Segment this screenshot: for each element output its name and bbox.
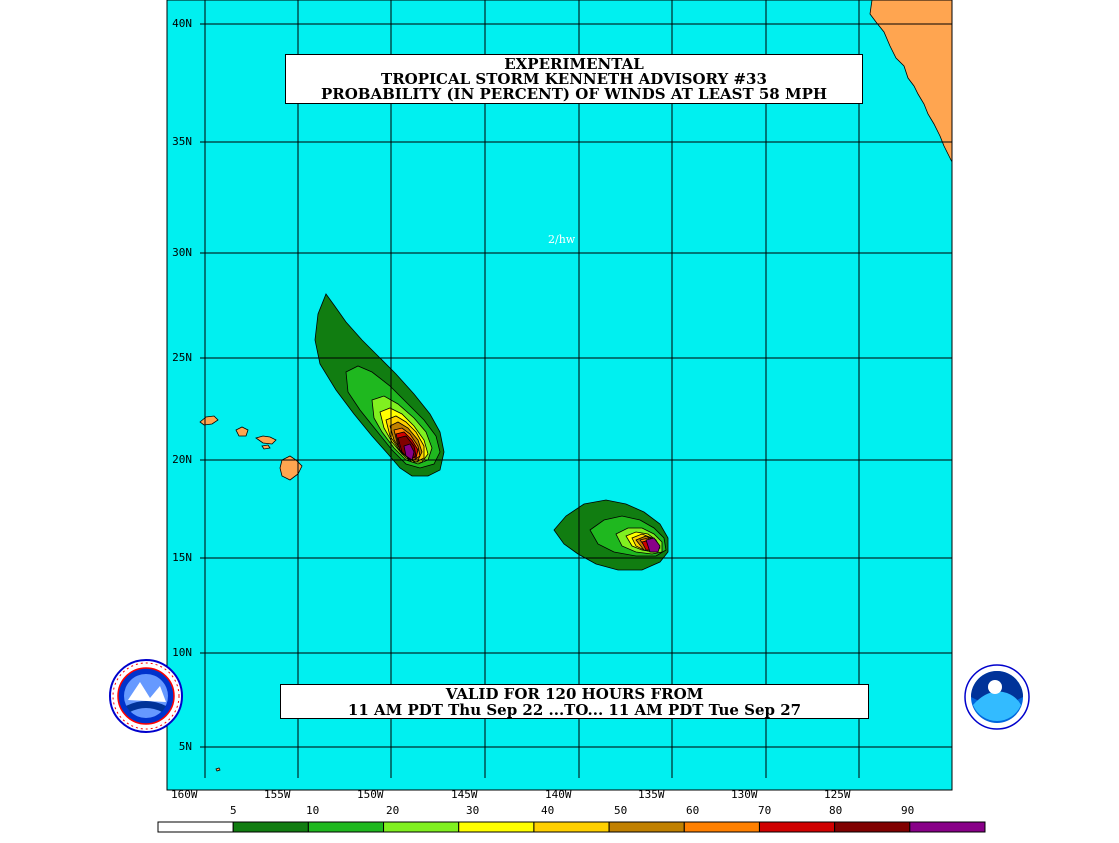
lat-label-10n: 10N: [172, 646, 192, 659]
map-frame: [166, 0, 953, 791]
lat-label-35n: 35N: [172, 135, 192, 148]
colorbar-label-5: 5: [230, 804, 237, 817]
colorbar-swatch-6: [533, 821, 610, 833]
probability-colorbar: [157, 821, 986, 833]
colorbar-label-60: 60: [686, 804, 700, 817]
colorbar-swatch-2: [232, 821, 309, 833]
ocean-area: [167, 0, 952, 790]
lat-label-25n: 25N: [172, 351, 192, 364]
valid-line-2: 11 AM PDT Thu Sep 22 ...TO... 11 AM PDT …: [347, 701, 802, 719]
colorbar-label-10: 10: [306, 804, 320, 817]
noaa-logo: [964, 664, 1030, 730]
colorbar-label-80: 80: [829, 804, 843, 817]
lat-label-5n: 5N: [178, 740, 192, 753]
lon-label-160w: 160W: [171, 788, 198, 801]
colorbar-label-20: 20: [386, 804, 400, 817]
colorbar-swatch-11: [909, 821, 986, 833]
colorbar-label-40: 40: [541, 804, 555, 817]
valid-line-1: VALID FOR 120 HOURS FROM: [445, 685, 704, 703]
california-land: [869, 0, 953, 163]
colorbar-label-50: 50: [614, 804, 628, 817]
nws-seal-logo: [109, 659, 183, 733]
valid-period-box: VALID FOR 120 HOURS FROM 11 AM PDT Thu S…: [280, 684, 869, 719]
colorbar-swatch-7: [608, 821, 685, 833]
contour-system-1: [314, 293, 445, 477]
title-line-1: EXPERIMENTAL: [504, 55, 644, 73]
colorbar-label-30: 30: [466, 804, 480, 817]
lon-label-145w: 145W: [451, 788, 478, 801]
title-line-3: PROBABILITY (IN PERCENT) OF WINDS AT LEA…: [320, 85, 828, 103]
colorbar-swatch-4: [383, 821, 460, 833]
colorbar-label-70: 70: [758, 804, 772, 817]
graticule: [200, 0, 952, 778]
colorbar-swatch-3: [307, 821, 385, 833]
colorbar-label-90: 90: [901, 804, 915, 817]
lat-label-15n: 15N: [172, 551, 192, 564]
annotation-label: 2/hw: [548, 233, 576, 246]
lon-label-135w: 135W: [638, 788, 665, 801]
lon-label-155w: 155W: [264, 788, 291, 801]
colorbar-swatch-8: [683, 821, 760, 833]
lon-label-150w: 150W: [357, 788, 384, 801]
lat-label-20n: 20N: [172, 453, 192, 466]
colorbar-swatch-5: [458, 821, 535, 833]
title-box: EXPERIMENTAL TROPICAL STORM KENNETH ADVI…: [285, 54, 863, 104]
contour-system-2: [553, 499, 669, 571]
colorbar-swatch-1: [157, 821, 234, 833]
title-line-2: TROPICAL STORM KENNETH ADVISORY #33: [381, 70, 767, 88]
lon-label-140w: 140W: [545, 788, 572, 801]
colorbar-swatch-10: [834, 821, 911, 833]
lat-label-40n: 40N: [172, 17, 192, 30]
lon-label-125w: 125W: [824, 788, 851, 801]
lon-label-130w: 130W: [731, 788, 758, 801]
colorbar-swatch-9: [758, 821, 836, 833]
lat-label-30n: 30N: [172, 246, 192, 259]
